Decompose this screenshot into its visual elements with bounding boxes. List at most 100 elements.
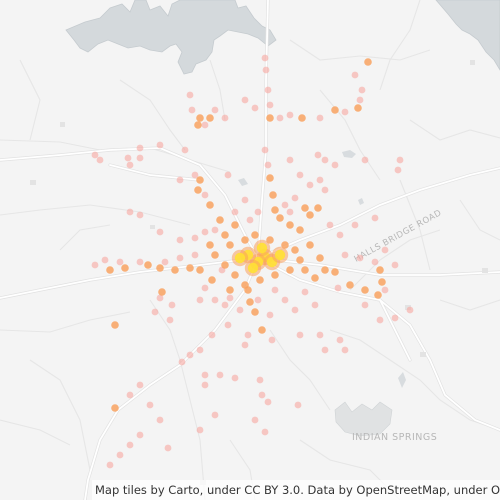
hotspot-marker-mid[interactable] — [231, 271, 239, 279]
hotspot-marker-light[interactable] — [186, 91, 194, 99]
hotspot-marker-mid[interactable] — [251, 308, 259, 316]
hotspot-marker-mid[interactable] — [111, 404, 119, 412]
hotspot-marker-light[interactable] — [226, 294, 234, 302]
hotspot-marker-light[interactable] — [211, 226, 219, 234]
hotspot-marker-mid[interactable] — [226, 241, 234, 249]
hotspot-marker-light[interactable] — [261, 146, 269, 154]
hotspot-marker-mid[interactable] — [331, 106, 339, 114]
hotspot-marker-mid[interactable] — [194, 121, 202, 129]
hotspot-marker-light[interactable] — [306, 181, 314, 189]
hotspot-marker-mid[interactable] — [301, 266, 309, 274]
hotspot-marker-mid[interactable] — [378, 278, 386, 286]
hotspot-marker-mid[interactable] — [158, 288, 166, 296]
hotspot-marker-light[interactable] — [371, 214, 379, 222]
hotspot-marker-light[interactable] — [281, 201, 289, 209]
hotspot-marker-light[interactable] — [208, 331, 216, 339]
hotspot-marker-mid[interactable] — [241, 236, 249, 244]
hotspot-marker-light[interactable] — [126, 391, 134, 399]
hotspot-marker-mid[interactable] — [331, 268, 339, 276]
hotspot-marker-mid[interactable] — [208, 276, 216, 284]
hotspot-marker-light[interactable] — [258, 391, 266, 399]
hotspot-marker-light[interactable] — [291, 306, 299, 314]
hotspot-marker-light[interactable] — [361, 156, 369, 164]
hotspot-marker-light[interactable] — [266, 101, 274, 109]
hotspot-marker-light[interactable] — [178, 358, 186, 366]
hotspot-marker-mid[interactable] — [374, 291, 382, 299]
hotspot-marker-light[interactable] — [261, 428, 269, 436]
hotspot-marker-light[interactable] — [136, 211, 144, 219]
hotspot-marker-light[interactable] — [341, 251, 349, 259]
hotspot-marker-light[interactable] — [91, 261, 99, 269]
hotspot-marker-mid[interactable] — [266, 114, 274, 122]
hotspot-marker-light[interactable] — [196, 346, 204, 354]
hotspot-marker-light[interactable] — [254, 208, 262, 216]
hotspot-marker-light[interactable] — [211, 296, 219, 304]
hotspot-marker-light[interactable] — [261, 54, 269, 62]
hotspot-marker-hot[interactable] — [247, 262, 259, 274]
hotspot-marker-mid[interactable] — [276, 214, 284, 222]
hotspot-marker-light[interactable] — [256, 376, 264, 384]
hotspot-marker-mid[interactable] — [271, 271, 279, 279]
hotspot-marker-light[interactable] — [176, 176, 184, 184]
hotspot-marker-mid[interactable] — [211, 251, 219, 259]
hotspot-marker-light[interactable] — [291, 194, 299, 202]
hotspot-marker-light[interactable] — [316, 114, 324, 122]
hotspot-marker-light[interactable] — [136, 381, 144, 389]
hotspot-marker-light[interactable] — [201, 371, 209, 379]
hotspot-marker-light[interactable] — [236, 306, 244, 314]
hotspot-marker-mid[interactable] — [306, 211, 314, 219]
hotspot-marker-light[interactable] — [126, 208, 134, 216]
hotspot-marker-light[interactable] — [262, 66, 270, 74]
hotspot-marker-mid[interactable] — [286, 221, 294, 229]
hotspot-marker-mid[interactable] — [296, 226, 304, 234]
hotspot-marker-light[interactable] — [101, 256, 109, 264]
hotspot-marker-light[interactable] — [176, 254, 184, 262]
hotspot-marker-mid[interactable] — [286, 266, 294, 274]
hotspot-marker-mid[interactable] — [266, 174, 274, 182]
hotspot-marker-mid[interactable] — [244, 286, 252, 294]
hotspot-marker-light[interactable] — [381, 246, 389, 254]
hotspot-marker-light[interactable] — [406, 306, 414, 314]
hotspot-marker-mid[interactable] — [266, 236, 274, 244]
hotspot-marker-light[interactable] — [321, 346, 329, 354]
hotspot-marker-light[interactable] — [124, 154, 132, 162]
hotspot-marker-mid[interactable] — [321, 266, 329, 274]
hotspot-marker-mid[interactable] — [221, 261, 229, 269]
hotspot-marker-light[interactable] — [201, 381, 209, 389]
hotspot-marker-hot[interactable] — [274, 249, 286, 261]
hotspot-marker-light[interactable] — [224, 321, 232, 329]
hotspot-marker-light[interactable] — [396, 156, 404, 164]
hotspot-marker-light[interactable] — [191, 234, 199, 242]
hotspot-marker-light[interactable] — [276, 114, 284, 122]
hotspot-marker-light[interactable] — [316, 176, 324, 184]
hotspot-marker-light[interactable] — [251, 104, 259, 112]
hotspot-marker-light[interactable] — [116, 258, 124, 266]
hotspot-marker-mid[interactable] — [296, 256, 304, 264]
hotspot-marker-light[interactable] — [391, 314, 399, 322]
hotspot-marker-mid[interactable] — [196, 266, 204, 274]
hotspot-marker-light[interactable] — [251, 416, 259, 424]
hotspot-marker-light[interactable] — [221, 114, 229, 122]
hotspot-marker-light[interactable] — [241, 96, 249, 104]
hotspot-marker-light[interactable] — [296, 171, 304, 179]
hotspot-marker-mid[interactable] — [364, 58, 372, 66]
hotspot-marker-mid[interactable] — [106, 266, 114, 274]
hotspot-marker-mid[interactable] — [346, 281, 354, 289]
hotspot-marker-mid[interactable] — [246, 298, 254, 306]
hotspot-marker-light[interactable] — [231, 208, 239, 216]
hotspot-marker-light[interactable] — [381, 286, 389, 294]
hotspot-marker-light[interactable] — [281, 296, 289, 304]
hotspot-marker-light[interactable] — [271, 286, 279, 294]
hotspot-marker-light[interactable] — [186, 351, 194, 359]
hotspot-marker-mid[interactable] — [121, 264, 129, 272]
hotspot-marker-light[interactable] — [301, 288, 309, 296]
hotspot-marker-mid[interactable] — [281, 241, 289, 249]
hotspot-marker-light[interactable] — [264, 398, 272, 406]
hotspot-marker-light[interactable] — [341, 108, 349, 116]
hotspot-marker-light[interactable] — [136, 258, 144, 266]
hotspot-marker-mid[interactable] — [226, 286, 234, 294]
hotspot-marker-mid[interactable] — [206, 241, 214, 249]
hotspot-marker-light[interactable] — [356, 254, 364, 262]
hotspot-marker-light[interactable] — [168, 301, 176, 309]
